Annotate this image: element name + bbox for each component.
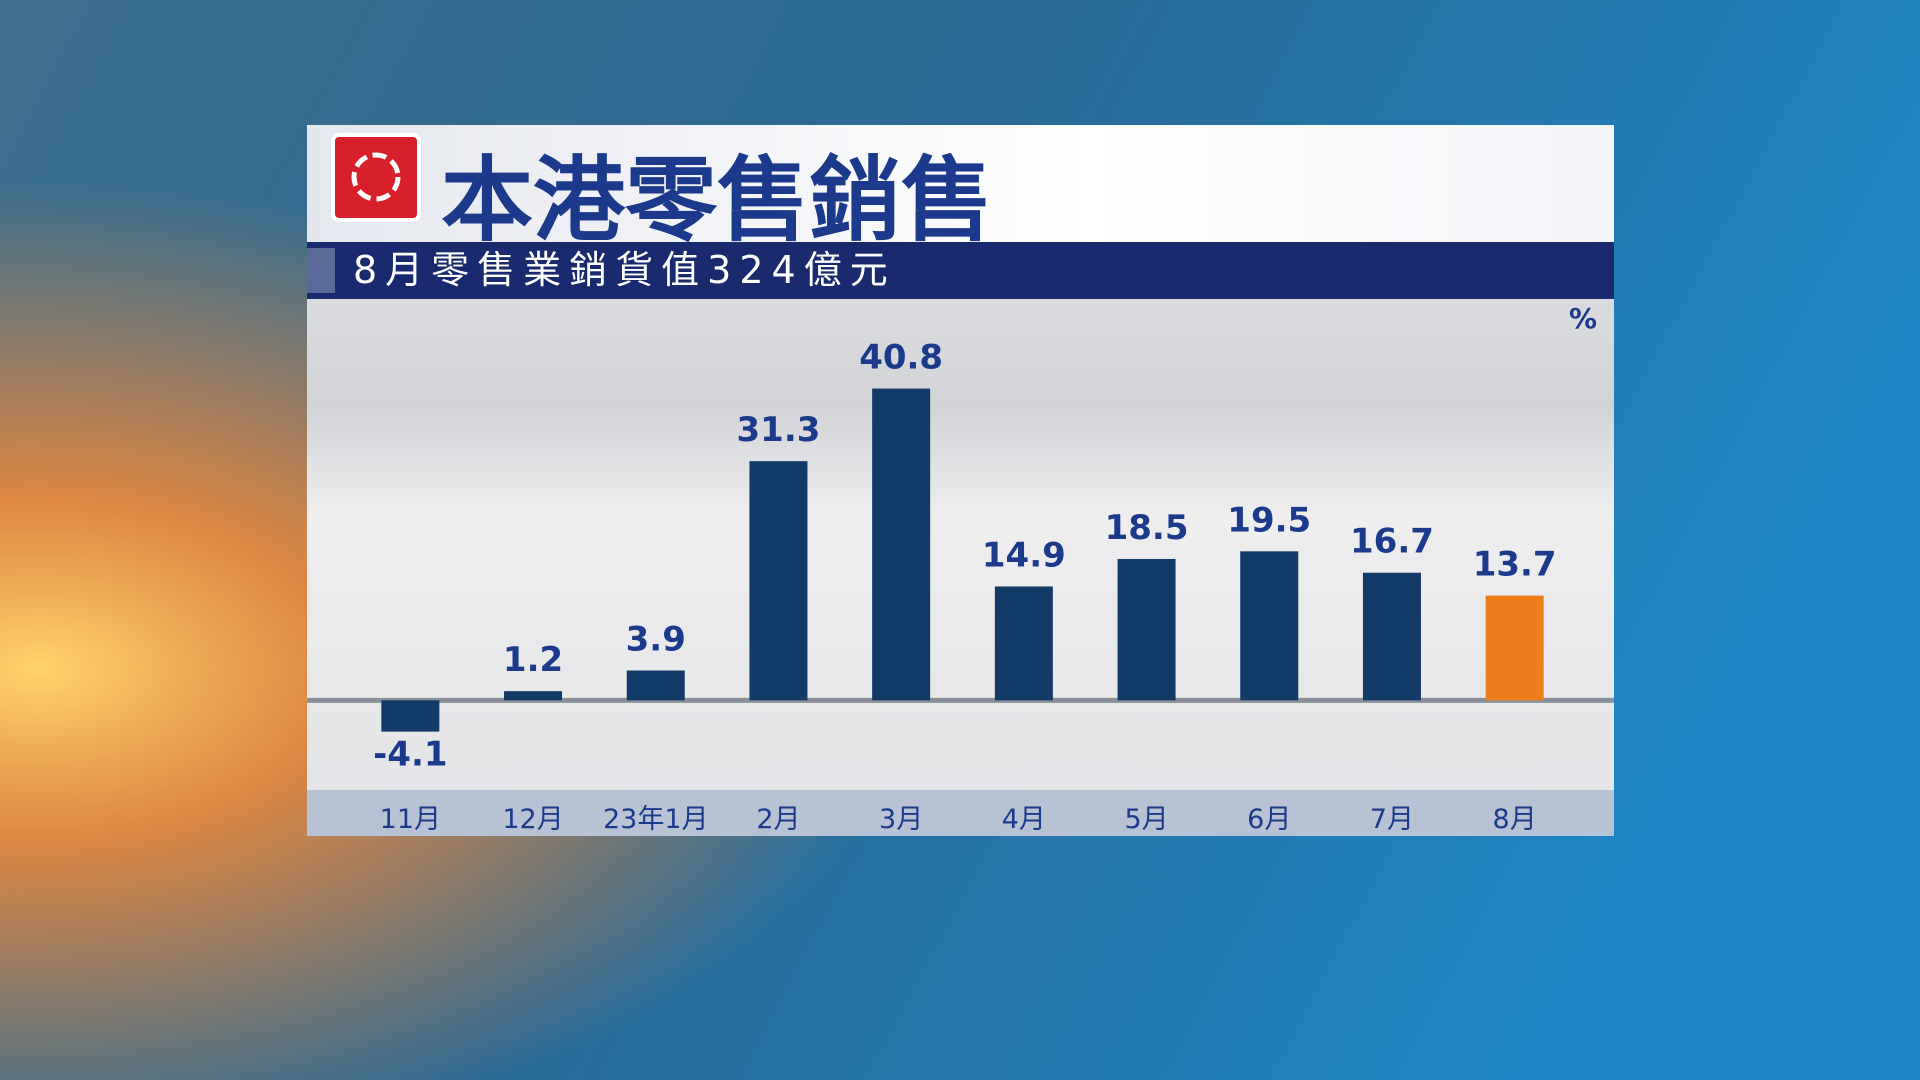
flag-icon [331,133,421,222]
bar [1362,572,1421,701]
bar [1117,558,1176,701]
bar [381,700,440,732]
category-band [307,790,1614,836]
value-label: 18.5 [1105,508,1189,548]
x-tick-label: 3月 [879,804,923,835]
value-label: 14.9 [982,535,1066,575]
x-tick-label: 5月 [1124,804,1168,835]
x-tick-label: 2月 [756,804,800,835]
x-tick-label: 8月 [1493,804,1537,835]
value-label: 13.7 [1473,545,1557,585]
x-tick-label: 12月 [502,804,563,835]
bar [872,388,931,701]
bar [1485,595,1544,701]
chart-subtitle: 8月零售業銷貨值324億元 [353,248,896,292]
bar [504,691,563,701]
value-label: 16.7 [1350,522,1434,562]
bar [1240,551,1299,701]
value-label: 1.2 [503,640,563,680]
title-bar [307,125,1614,242]
value-label: -4.1 [373,735,447,775]
unit-label: % [1569,302,1597,335]
value-label: 31.3 [737,410,821,450]
value-label: 3.9 [626,620,686,660]
flag-flower [351,152,401,202]
value-label: 19.5 [1227,500,1311,540]
x-tick-label: 7月 [1370,804,1414,835]
subtitle-bar [307,242,1614,299]
bar [626,670,685,701]
bar [994,586,1053,701]
x-tick-label: 23年1月 [603,804,709,835]
x-tick-label: 6月 [1247,804,1291,835]
x-tick-label: 11月 [380,804,441,835]
subtitle-marker [307,248,335,293]
bar [749,461,808,701]
value-label: 40.8 [859,338,943,378]
x-tick-label: 4月 [1002,804,1046,835]
chart-title: 本港零售銷售 [441,147,993,254]
